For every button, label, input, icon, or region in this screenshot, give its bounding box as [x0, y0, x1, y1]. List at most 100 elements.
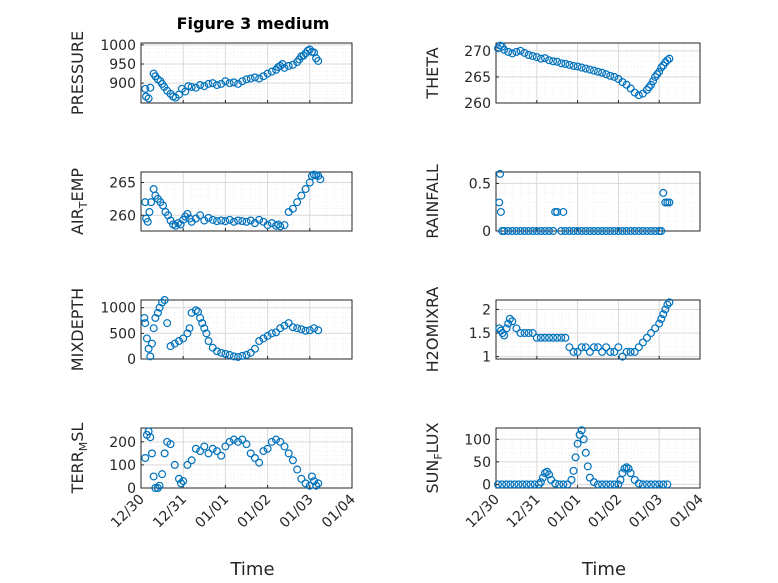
x-tick-label: 01/03 — [277, 492, 317, 532]
data-point — [312, 481, 321, 490]
data-point — [536, 54, 545, 63]
data-point — [276, 61, 285, 70]
data-point — [626, 347, 635, 356]
data-point — [498, 329, 507, 338]
data-point — [649, 77, 658, 86]
data-point — [561, 333, 570, 342]
data-point — [651, 324, 660, 333]
data-point — [618, 352, 627, 361]
data-point — [163, 319, 172, 328]
data-point — [634, 343, 643, 352]
data-point — [630, 88, 639, 97]
data-point — [642, 333, 651, 342]
data-point — [238, 351, 247, 360]
data-point — [149, 472, 158, 481]
data-point — [626, 469, 635, 478]
data-point — [634, 91, 643, 100]
data-point — [166, 342, 175, 351]
data-point — [284, 449, 293, 458]
data-point — [204, 79, 213, 88]
data-point — [520, 329, 529, 338]
data-point — [557, 227, 566, 236]
x-tick-label: 12/31 — [504, 492, 544, 532]
y-tick-label: 500 — [109, 326, 136, 342]
data-point — [221, 217, 230, 226]
data-point — [573, 62, 582, 71]
data-point — [293, 198, 302, 207]
data-point — [630, 227, 639, 236]
data-point — [229, 78, 238, 87]
panel-mixdepth: 0 500 1000 MIXDEPTH — [68, 288, 353, 371]
data-point — [528, 329, 537, 338]
data-point — [585, 227, 594, 236]
data-point — [250, 73, 259, 82]
data-point — [512, 47, 521, 56]
x-tick-label: 01/04 — [319, 491, 359, 531]
data-point — [187, 456, 196, 465]
y-tick-label: 0 — [482, 224, 491, 240]
data-point — [250, 344, 259, 353]
data-point — [146, 352, 155, 361]
data-point — [259, 72, 268, 81]
data-point — [153, 308, 162, 317]
data-point — [638, 227, 647, 236]
data-point — [177, 479, 186, 488]
y-tick-label: 100 — [464, 432, 491, 448]
data-point — [593, 343, 602, 352]
data-point — [280, 63, 289, 72]
y-tick-label: 0 — [127, 352, 136, 368]
data-point — [267, 437, 276, 446]
data-point — [144, 94, 153, 103]
data-point — [229, 352, 238, 361]
data-point — [276, 437, 285, 446]
data-point — [565, 343, 574, 352]
y-tick-label: 900 — [109, 76, 136, 92]
data-point — [545, 333, 554, 342]
data-point — [516, 227, 525, 236]
data-point — [263, 331, 272, 340]
data-point — [659, 480, 668, 489]
x-tick-label: 12/31 — [150, 492, 190, 532]
data-point — [638, 338, 647, 347]
data-point — [160, 296, 169, 305]
data-point — [166, 440, 175, 449]
data-point — [147, 198, 156, 207]
data-point — [310, 477, 319, 486]
data-point — [221, 442, 230, 451]
data-point — [255, 215, 264, 224]
data-point — [301, 479, 310, 488]
data-point — [573, 227, 582, 236]
data-point — [166, 89, 175, 98]
panel-theta: 260 265 270 THETA — [423, 41, 701, 112]
data-point — [191, 444, 200, 453]
data-point — [141, 84, 150, 93]
y-axis-label: PRESSURE — [68, 31, 87, 115]
y-tick-label: 265 — [464, 70, 491, 86]
data-point — [155, 481, 164, 490]
data-point — [622, 463, 631, 472]
y-tick-label: 50 — [473, 455, 491, 471]
data-point — [598, 347, 607, 356]
data-point — [217, 348, 226, 357]
data-point — [655, 480, 664, 489]
axes-box — [495, 171, 701, 232]
data-point — [614, 227, 623, 236]
data-point — [549, 57, 558, 66]
data-point — [288, 456, 297, 465]
data-point — [314, 479, 323, 488]
data-point — [502, 480, 511, 489]
data-point — [610, 72, 619, 81]
data-point — [144, 427, 153, 436]
axes-box — [495, 42, 701, 104]
y-axis-label: SUNFLUX — [423, 422, 445, 493]
data-point — [532, 227, 541, 236]
data-point — [200, 82, 209, 91]
data-point — [534, 480, 543, 489]
data-point — [146, 433, 155, 442]
data-point — [297, 325, 306, 334]
data-point — [141, 198, 150, 207]
data-point — [663, 480, 672, 489]
data-point — [217, 79, 226, 88]
data-point — [571, 453, 580, 462]
data-point — [191, 306, 200, 315]
